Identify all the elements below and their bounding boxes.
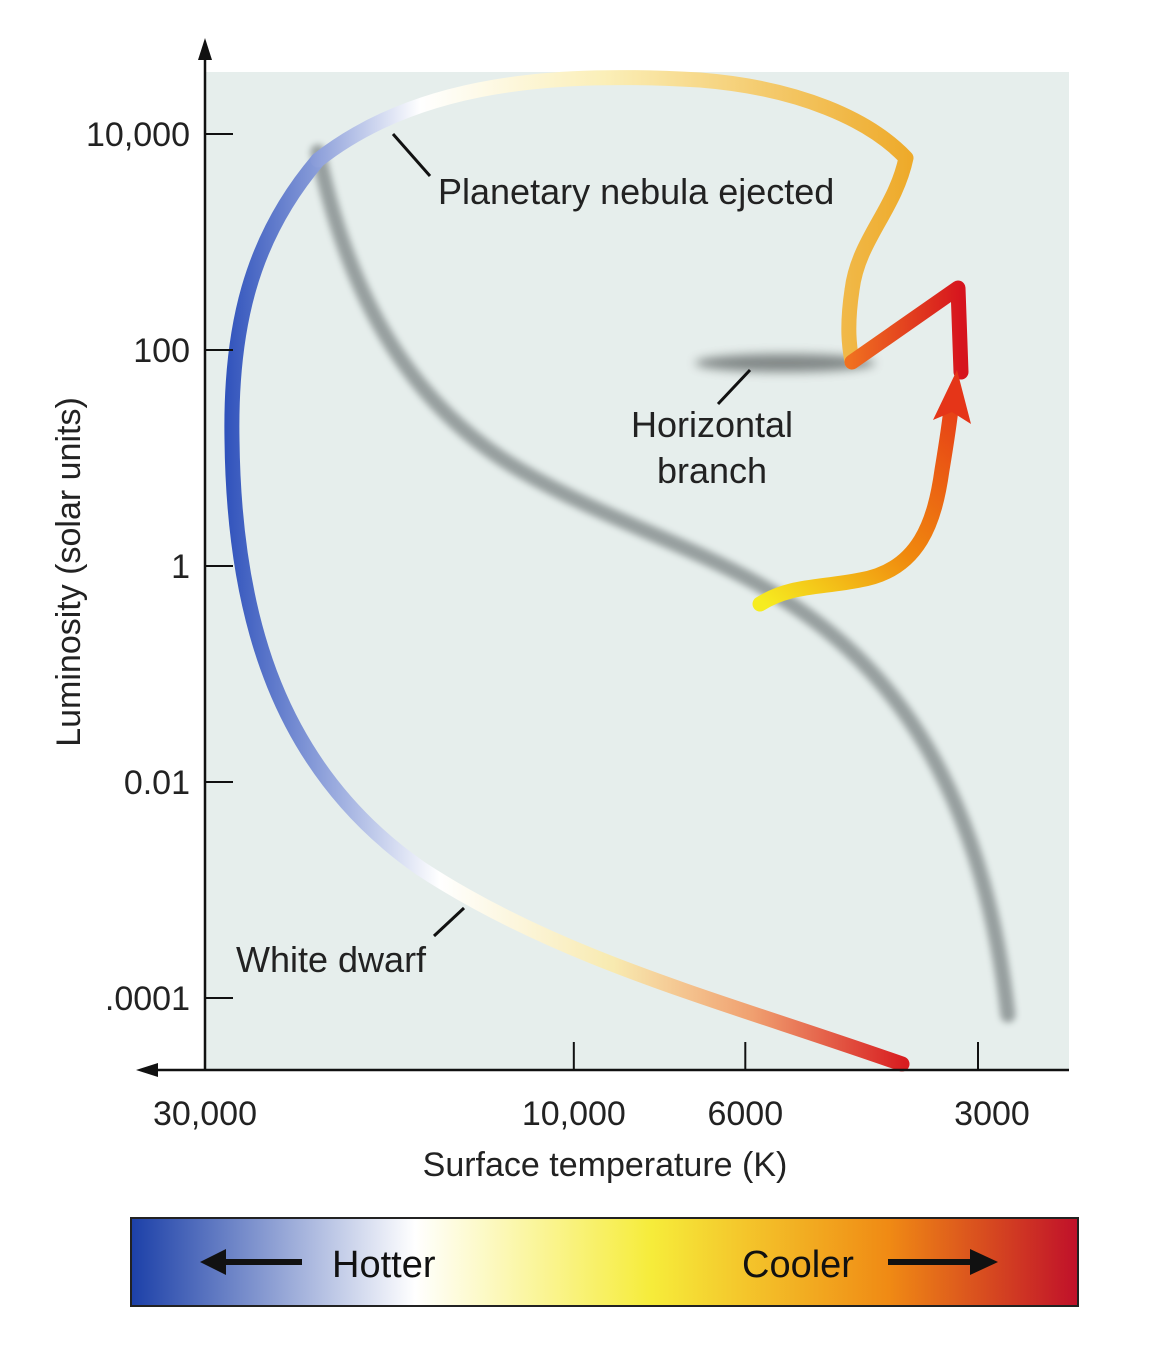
hotter-label: Hotter bbox=[332, 1244, 436, 1286]
x-ticks: 30,000 10,000 6000 3000 bbox=[153, 1042, 1030, 1133]
asymptotic-giant-track bbox=[844, 280, 969, 380]
hotter-arrow-icon bbox=[200, 1249, 226, 1275]
cooler-arrow-icon bbox=[970, 1249, 998, 1275]
y-ticks: 10,000 100 1 0.01 .0001 bbox=[86, 116, 233, 1018]
red-giant-arrowhead bbox=[933, 370, 971, 424]
y-tick-label: 100 bbox=[133, 332, 190, 370]
y-axis-title: Luminosity (solar units) bbox=[50, 397, 88, 747]
horizontal-branch-leader bbox=[716, 368, 752, 406]
horizontal-branch-band bbox=[695, 354, 875, 372]
planetary-nebula-leader bbox=[391, 133, 432, 177]
y-tick-label: 0.01 bbox=[124, 764, 190, 802]
white-dwarf-leader bbox=[432, 906, 466, 938]
red-giant-track bbox=[752, 392, 960, 612]
x-tick-label: 3000 bbox=[954, 1095, 1030, 1133]
x-tick-label: 6000 bbox=[707, 1095, 783, 1133]
white-dwarf-label: White dwarf bbox=[236, 939, 427, 980]
x-axis-arrowhead bbox=[136, 1063, 158, 1077]
planetary-nebula-label: Planetary nebula ejected bbox=[438, 171, 834, 212]
y-tick-label: 1 bbox=[171, 548, 190, 586]
horizontal-branch-label-line1: Horizontal bbox=[631, 404, 793, 445]
white-dwarf-track bbox=[224, 152, 910, 1072]
y-tick-label: .0001 bbox=[105, 980, 190, 1018]
x-axis-title: Surface temperature (K) bbox=[423, 1146, 788, 1184]
y-axis-arrowhead bbox=[198, 38, 212, 60]
main-sequence-band bbox=[310, 144, 1016, 1023]
planetary-nebula-track bbox=[310, 70, 914, 370]
x-tick-label: 30,000 bbox=[153, 1095, 257, 1133]
horizontal-branch-label-line2: branch bbox=[657, 450, 767, 491]
cooler-label: Cooler bbox=[742, 1244, 854, 1286]
y-tick-label: 10,000 bbox=[86, 116, 190, 154]
x-tick-label: 10,000 bbox=[522, 1095, 626, 1133]
